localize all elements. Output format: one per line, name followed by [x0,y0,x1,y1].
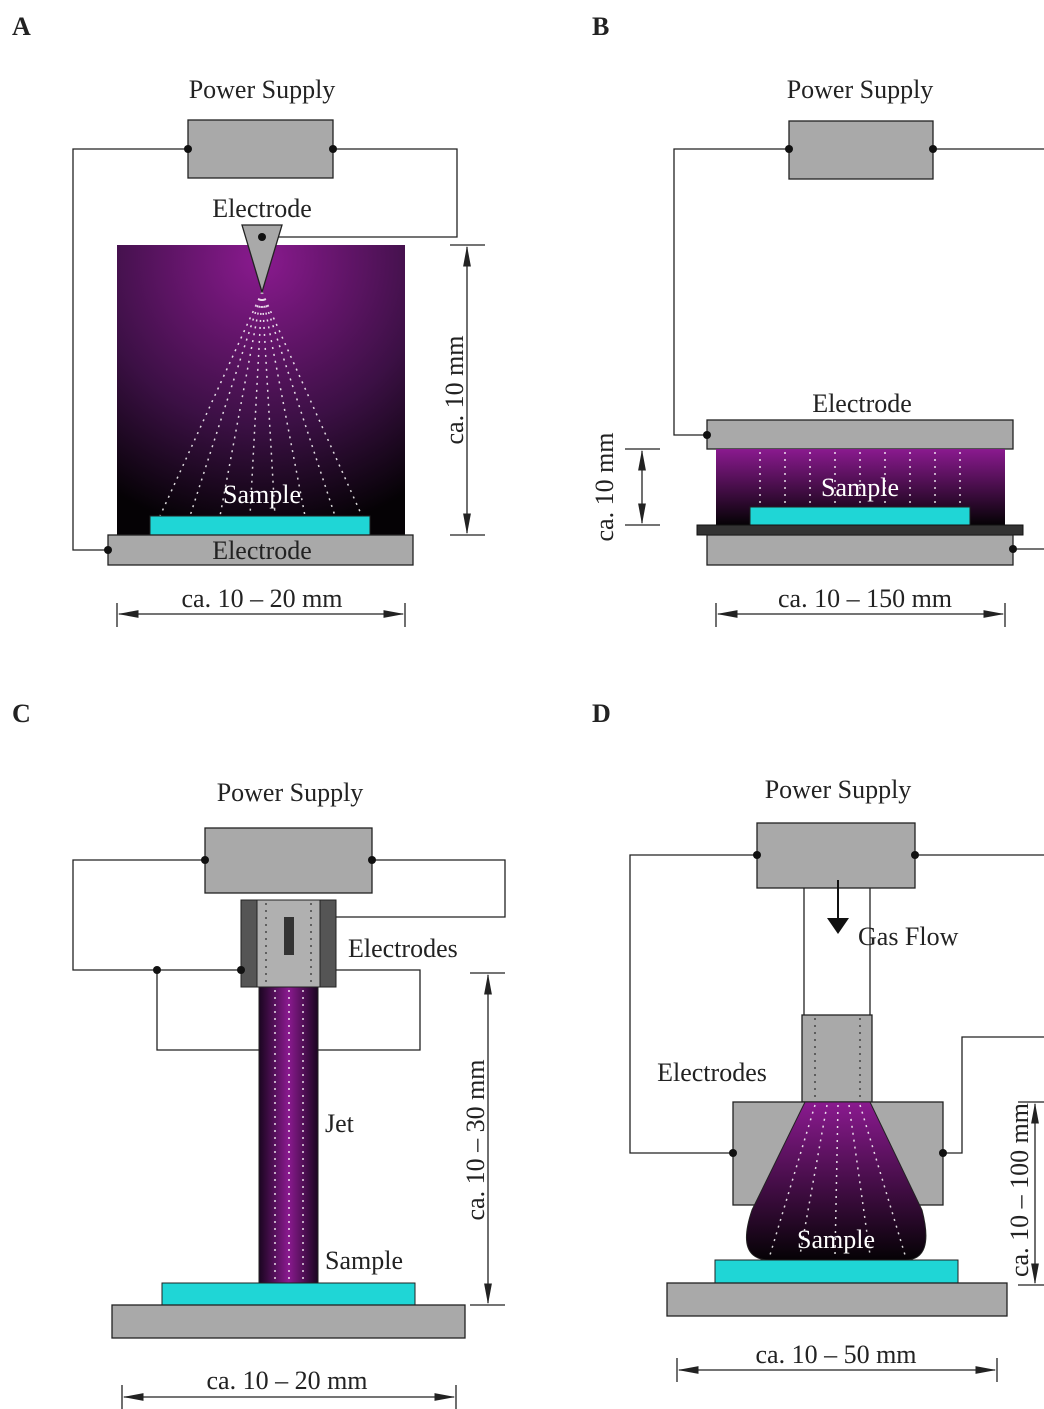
width-label: ca. 10 – 150 mm [778,584,952,613]
width-label: ca. 10 – 20 mm [206,1366,367,1395]
dim-tick [625,448,660,526]
flow-arrowhead [827,918,849,934]
panel-label: C [12,699,31,728]
node [911,851,919,859]
node [785,145,793,153]
panel-c: C Power Supply Electrodes Jet Sample ca.… [12,699,506,1409]
electrode-label: Electrode [812,389,912,418]
sample-label: Sample [325,1246,403,1275]
gas-flow-label: Gas Flow [858,922,959,951]
height-label: ca. 10 mm [440,335,469,444]
wire [72,148,458,551]
sample [149,515,371,536]
electrode-label: Electrode [212,194,312,223]
node [1009,545,1017,553]
electrode-top [706,419,1014,450]
electrode-label: Electrode [212,536,312,565]
wire [673,148,1044,550]
electrode-bottom [706,534,1014,566]
panel-b: B Power Supply Electrode Sample ca. 10 m… [590,12,1044,627]
gas-tube [801,1014,873,1103]
dim-tick [470,972,505,1306]
node [153,966,161,974]
power-supply [204,827,373,894]
sample [749,506,971,526]
node [104,546,112,554]
width-label: ca. 10 – 50 mm [755,1340,916,1369]
node [329,145,337,153]
panel-label: B [592,12,609,41]
discharge [159,291,363,517]
sample [161,1282,416,1306]
discharge [769,1104,906,1256]
panel-d: D Power Supply Gas Flow Electrodes Sampl… [592,699,1044,1382]
dim-tick [450,244,485,536]
width-label: ca. 10 – 20 mm [181,584,342,613]
height-label: ca. 10 – 30 mm [461,1059,490,1220]
power-supply-label: Power Supply [189,75,336,104]
node [258,233,266,241]
power-supply-label: Power Supply [787,75,934,104]
base [666,1282,1008,1317]
dim-tick [676,1358,998,1382]
power-supply [788,120,934,180]
base [111,1304,466,1339]
dielectric [696,524,1024,536]
node [184,145,192,153]
sample-label: Sample [223,480,301,509]
sample [714,1259,959,1284]
power-supply-label: Power Supply [765,775,912,804]
dim-tick [1018,1101,1044,1286]
height-label: ca. 10 – 100 mm [1005,1103,1034,1277]
electrodes-label: Electrodes [657,1058,767,1087]
panel-a: A Power Supply Electrode Sample Electrod… [12,12,485,627]
panel-label: D [592,699,611,728]
sample-label: Sample [821,473,899,502]
panel-label: A [12,12,31,41]
node [368,856,376,864]
power-supply [756,822,916,889]
power-supply [187,119,334,179]
dim-tick [715,603,1006,627]
node [939,1149,947,1157]
node [201,856,209,864]
node [237,966,245,974]
height-label: ca. 10 mm [590,432,619,541]
dim-tick [116,603,406,627]
node [753,851,761,859]
electrode-rod [284,917,294,955]
dim-tick [121,1385,457,1409]
electrode-tip [241,224,283,295]
jet [258,986,319,1284]
jet-label: Jet [325,1109,355,1138]
node [703,431,711,439]
node [729,1149,737,1157]
electrodes-label: Electrodes [348,934,458,963]
wire [629,854,1044,1154]
sample-label: Sample [797,1225,875,1254]
node [929,145,937,153]
power-supply-label: Power Supply [217,778,364,807]
